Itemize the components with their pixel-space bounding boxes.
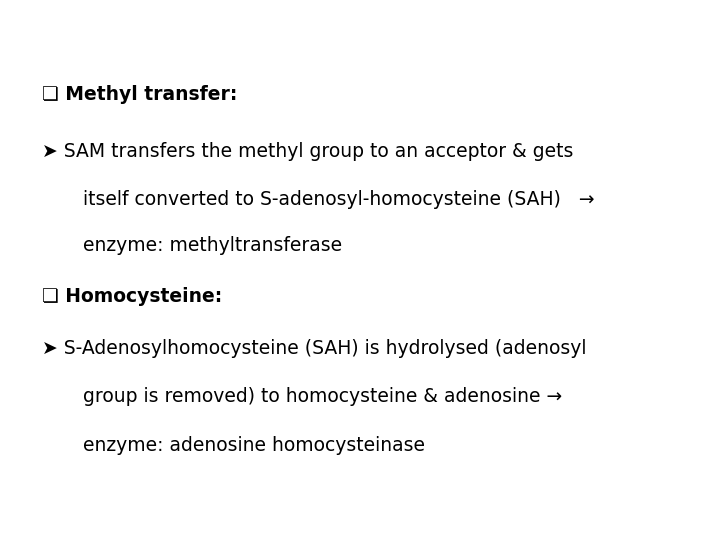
Text: ➤ S-Adenosylhomocysteine (SAH) is hydrolysed (adenosyl: ➤ S-Adenosylhomocysteine (SAH) is hydrol… [42, 339, 586, 358]
Text: enzyme: adenosine homocysteinase: enzyme: adenosine homocysteinase [83, 436, 425, 455]
Text: ❏ Methyl transfer:: ❏ Methyl transfer: [42, 85, 237, 104]
Text: group is removed) to homocysteine & adenosine →: group is removed) to homocysteine & aden… [83, 387, 562, 407]
Text: ❏ Homocysteine:: ❏ Homocysteine: [42, 287, 222, 307]
Text: itself converted to S-adenosyl-homocysteine (SAH)   →: itself converted to S-adenosyl-homocyste… [83, 190, 595, 210]
Text: ➤ SAM transfers the methyl group to an acceptor & gets: ➤ SAM transfers the methyl group to an a… [42, 141, 573, 161]
Text: enzyme: methyltransferase: enzyme: methyltransferase [83, 236, 342, 255]
